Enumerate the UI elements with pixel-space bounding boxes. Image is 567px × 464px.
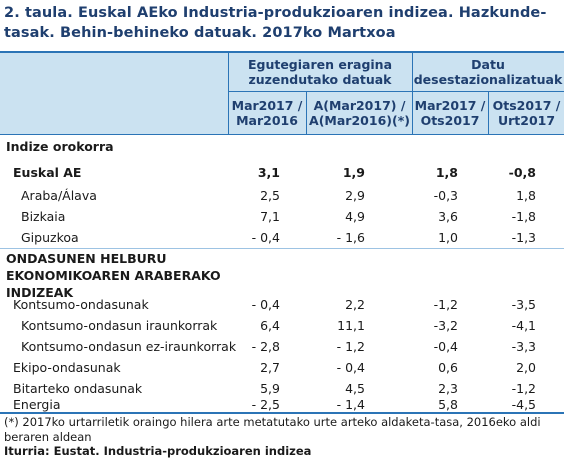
column-header-2: A(Mar2017) / A(Mar2016)(*) (309, 98, 410, 128)
cell-value: - 2,5 (251, 397, 280, 412)
cell-value: -0,4 (433, 339, 458, 354)
cell-value: 1,0 (438, 230, 458, 245)
cell-value: - 1,2 (336, 339, 365, 354)
title-line-1: 2. taula. Euskal AEko Industria-produkzi… (4, 5, 547, 21)
cell-value: 2,2 (345, 297, 365, 312)
cell-value: -3,2 (433, 318, 458, 333)
row-label: Gipuzkoa (21, 230, 79, 245)
row-label: Kontsumo-ondasun ez-iraunkorrak (21, 339, 237, 354)
header-top-border (0, 51, 564, 53)
row-label: Bizkaia (21, 209, 66, 224)
column-header-4: Ots2017 / Urt2017 (492, 98, 561, 128)
table-header (0, 51, 564, 134)
cell-value: 5,8 (438, 397, 458, 412)
row-label: Kontsumo-ondasunak (13, 297, 149, 312)
section-divider (0, 248, 564, 249)
column-header-3: Mar2017 / Ots2017 (414, 98, 486, 128)
cell-value: 2,3 (438, 381, 458, 396)
cell-value: - 2,8 (251, 339, 280, 354)
row-label: Euskal AE (13, 165, 82, 180)
cell-value: 7,1 (260, 209, 280, 224)
column-header-1: Mar2017 / Mar2016 (231, 98, 303, 128)
cell-value: -0,8 (508, 165, 536, 180)
source-note: Iturria: Eustat. Industria-produkzioaren… (4, 444, 312, 458)
table-bottom-border (0, 412, 564, 414)
cell-value: 2,0 (516, 360, 536, 375)
header-divider-1 (228, 53, 229, 134)
cell-value: 5,9 (260, 381, 280, 396)
section-economic-destination: ONDASUNEN HELBURU EKONOMIKOAREN ARABERAK… (6, 251, 221, 300)
table-row: Kontsumo-ondasun iraunkorrak 6,4 11,1 -3… (0, 315, 564, 337)
cell-value: 11,1 (337, 318, 365, 333)
cell-value: - 0,4 (251, 297, 280, 312)
header-group-seasonal: Datu desestazionalizatuak (413, 57, 563, 87)
row-label: Araba/Álava (21, 188, 97, 203)
header-bottom-border (0, 134, 564, 135)
row-label: Bitarteko ondasunak (13, 381, 143, 396)
header-mid-border (228, 91, 564, 92)
table-row: Energia - 2,5 - 1,4 5,8 -4,5 (0, 394, 564, 416)
cell-value: - 1,6 (336, 230, 365, 245)
header-divider-3 (306, 92, 307, 134)
footnote: (*) 2017ko urtarriletik oraingo hilera a… (4, 415, 541, 444)
table-title: 2. taula. Euskal AEko Industria-produkzi… (4, 3, 562, 43)
cell-value: -3,5 (511, 297, 536, 312)
cell-value: -1,8 (511, 209, 536, 224)
table-row: Kontsumo-ondasun ez-iraunkorrak - 2,8 - … (0, 336, 564, 358)
cell-value: 0,6 (438, 360, 458, 375)
cell-value: - 0,4 (336, 360, 365, 375)
table-row: Ekipo-ondasunak 2,7 - 0,4 0,6 2,0 (0, 357, 564, 379)
table-row: Bitarteko ondasunak 5,9 4,5 2,3 -1,2 (0, 378, 564, 400)
header-divider-2 (412, 53, 413, 134)
cell-value: 1,9 (342, 165, 365, 180)
table-row: Euskal AE 3,1 1,9 1,8 -0,8 (0, 162, 564, 184)
row-label: Energia (13, 397, 61, 412)
cell-value: -4,5 (511, 397, 536, 412)
cell-value: -1,2 (433, 297, 458, 312)
table-row: Araba/Álava 2,5 2,9 -0,3 1,8 (0, 185, 564, 207)
cell-value: -4,1 (511, 318, 536, 333)
row-label: Ekipo-ondasunak (13, 360, 121, 375)
cell-value: 4,9 (345, 209, 365, 224)
cell-value: -3,3 (511, 339, 536, 354)
cell-value: -0,3 (433, 188, 458, 203)
cell-value: 3,1 (257, 165, 280, 180)
header-group-calendar: Egutegiaren eragina zuzendutako datuak (247, 57, 393, 87)
row-label: Kontsumo-ondasun iraunkorrak (21, 318, 218, 333)
table-row: Gipuzkoa - 0,4 - 1,6 1,0 -1,3 (0, 227, 564, 249)
cell-value: 6,4 (260, 318, 280, 333)
cell-value: 1,8 (516, 188, 536, 203)
section-general-index: Indize orokorra (6, 139, 114, 154)
title-line-2: tasak. Behin-behineko datuak. 2017ko Mar… (4, 25, 396, 41)
cell-value: 2,5 (260, 188, 280, 203)
cell-value: -1,3 (511, 230, 536, 245)
cell-value: - 1,4 (336, 397, 365, 412)
cell-value: 2,9 (345, 188, 365, 203)
cell-value: 1,8 (435, 165, 458, 180)
cell-value: 3,6 (438, 209, 458, 224)
cell-value: -1,2 (511, 381, 536, 396)
table-row: Kontsumo-ondasunak - 0,4 2,2 -1,2 -3,5 (0, 294, 564, 316)
cell-value: 4,5 (345, 381, 365, 396)
cell-value: - 0,4 (251, 230, 280, 245)
cell-value: 2,7 (260, 360, 280, 375)
table-row: Bizkaia 7,1 4,9 3,6 -1,8 (0, 206, 564, 228)
header-divider-4 (488, 92, 489, 134)
